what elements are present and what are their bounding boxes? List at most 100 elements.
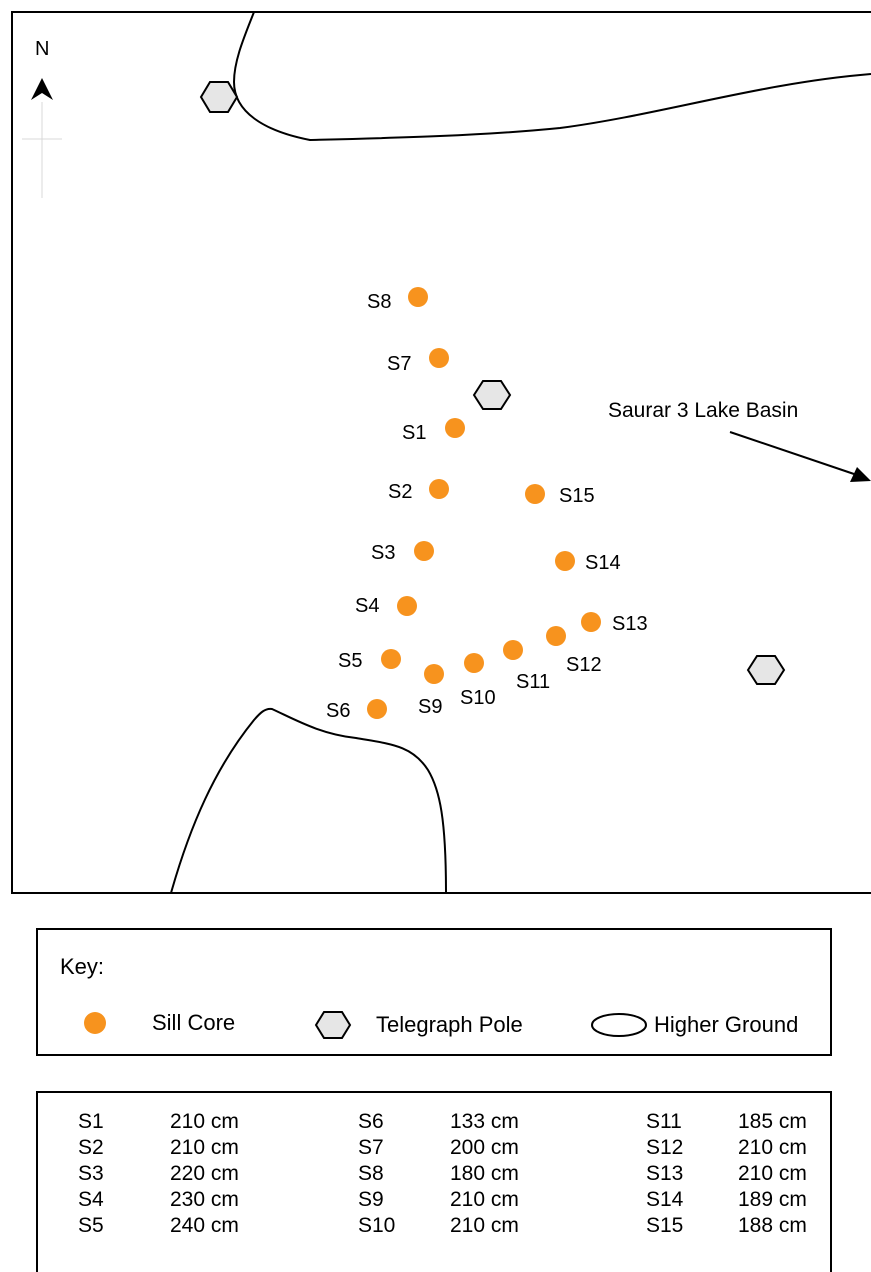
- depth-core-id: S14: [646, 1188, 684, 1211]
- sill-core-label: S8: [367, 291, 391, 313]
- core-depth-table: S1 210 cm S2 210 cm S3 220 cm S4 230 cm S5 24…: [36, 1091, 832, 1272]
- depth-value: 210 cm: [450, 1214, 519, 1237]
- sill-cores: S1 S2 S3 S4 S5 S6 S7 S8 S9 S10 S11 S12 S…: [326, 287, 648, 722]
- sill-core-icon: [84, 1012, 106, 1034]
- depth-core-id: S13: [646, 1162, 684, 1185]
- depth-row: S10 210 cm: [358, 1213, 519, 1239]
- north-arrow-icon: [31, 78, 53, 100]
- basin-label: Saurar 3 Lake Basin: [608, 399, 798, 422]
- site-map: N Saurar 3 Lake Basin S1 S2 S3 S4 S5 S6 …: [11, 11, 871, 894]
- sill-core-marker: [445, 418, 465, 438]
- depth-core-id: S9: [358, 1188, 384, 1211]
- basin-arrow-head-icon: [850, 467, 871, 482]
- depth-value: 210 cm: [738, 1162, 807, 1185]
- sill-core-marker: [424, 664, 444, 684]
- depth-row: S1 210 cm: [78, 1109, 239, 1135]
- depth-core-id: S15: [646, 1214, 684, 1237]
- depth-row: S14 189 cm: [646, 1187, 807, 1213]
- depth-core-id: S6: [358, 1110, 384, 1133]
- north-arrow: N: [22, 38, 62, 198]
- telegraph-pole-icon: [199, 81, 239, 113]
- depth-value: 240 cm: [170, 1214, 239, 1237]
- depth-core-id: S12: [646, 1136, 684, 1159]
- telegraph-pole-icon: [314, 1011, 352, 1039]
- sill-core-label: S13: [612, 613, 648, 635]
- depth-value: 220 cm: [170, 1162, 239, 1185]
- sill-core-label: S4: [355, 595, 379, 617]
- depth-core-id: S1: [78, 1110, 104, 1133]
- key-title: Key:: [60, 954, 105, 979]
- depth-row: S9 210 cm: [358, 1187, 519, 1213]
- sill-core-marker: [503, 640, 523, 660]
- higher-ground-icon: [591, 1013, 647, 1037]
- depth-row: S2 210 cm: [78, 1135, 239, 1161]
- higher-ground-north: [232, 11, 871, 142]
- depth-row: S13 210 cm: [646, 1161, 807, 1187]
- depth-column: S11 185 cm S12 210 cm S13 210 cm S14 189 cm …: [646, 1109, 807, 1239]
- depth-row: S6 133 cm: [358, 1109, 519, 1135]
- sill-core-marker: [546, 626, 566, 646]
- map-key: Key: Sill Core Telegraph Pole Higher Gro…: [36, 928, 832, 1056]
- sill-core-marker: [381, 649, 401, 669]
- depth-row: S11 185 cm: [646, 1109, 807, 1135]
- depth-core-id: S7: [358, 1136, 384, 1159]
- sill-core-label: S3: [371, 542, 395, 564]
- depth-row: S8 180 cm: [358, 1161, 519, 1187]
- map-frame: [11, 11, 871, 894]
- sill-core-label: S12: [566, 654, 602, 676]
- sill-core-label: S15: [559, 485, 595, 507]
- depth-value: 189 cm: [738, 1188, 807, 1211]
- sill-core-marker: [581, 612, 601, 632]
- sill-core-label: S11: [516, 671, 550, 693]
- depth-row: S5 240 cm: [78, 1213, 239, 1239]
- sill-core-label: S5: [338, 650, 362, 672]
- telegraph-pole-icon: [472, 380, 512, 410]
- depth-value: 210 cm: [170, 1136, 239, 1159]
- depth-core-id: S8: [358, 1162, 384, 1185]
- sill-core-label: S7: [387, 353, 411, 375]
- key-item-telegraph-pole: Telegraph Pole: [314, 1010, 523, 1040]
- sill-core-label: S2: [388, 481, 412, 503]
- telegraph-pole-icon: [746, 655, 786, 685]
- higher-ground-south: [170, 707, 447, 894]
- sill-core-marker: [525, 484, 545, 504]
- key-label-sill-core: Sill Core: [152, 1010, 236, 1035]
- depth-value: 200 cm: [450, 1136, 519, 1159]
- sill-core-label: S6: [326, 700, 350, 722]
- sill-core-marker: [429, 479, 449, 499]
- depth-row: S15 188 cm: [646, 1213, 807, 1239]
- depth-core-id: S3: [78, 1162, 104, 1185]
- depth-core-id: S5: [78, 1214, 104, 1237]
- sill-core-marker: [397, 596, 417, 616]
- sill-core-label: S9: [418, 696, 442, 718]
- depth-core-id: S4: [78, 1188, 104, 1211]
- depth-column: S1 210 cm S2 210 cm S3 220 cm S4 230 cm S5 24…: [78, 1109, 239, 1239]
- depth-value: 185 cm: [738, 1110, 807, 1133]
- depth-row: S3 220 cm: [78, 1161, 239, 1187]
- depth-value: 188 cm: [738, 1214, 807, 1237]
- depth-core-id: S10: [358, 1214, 396, 1237]
- depth-column: S6 133 cm S7 200 cm S8 180 cm S9 210 cm S10 2…: [358, 1109, 519, 1239]
- sill-core-marker: [414, 541, 434, 561]
- depth-core-id: S2: [78, 1136, 104, 1159]
- sill-core-label: S10: [460, 687, 496, 709]
- depth-core-id: S11: [646, 1110, 682, 1133]
- basin-arrow: [729, 431, 855, 475]
- key-label-telegraph-pole: Telegraph Pole: [376, 1012, 523, 1037]
- depth-value: 210 cm: [450, 1188, 519, 1211]
- key-item-sill-core: Sill Core: [82, 1010, 235, 1036]
- key-label-higher-ground: Higher Ground: [654, 1012, 799, 1037]
- depth-value: 210 cm: [738, 1136, 807, 1159]
- sill-core-marker: [367, 699, 387, 719]
- sill-core-marker: [555, 551, 575, 571]
- sill-core-marker: [464, 653, 484, 673]
- depth-row: S7 200 cm: [358, 1135, 519, 1161]
- depth-value: 133 cm: [450, 1110, 519, 1133]
- depth-value: 180 cm: [450, 1162, 519, 1185]
- depth-value: 210 cm: [170, 1110, 239, 1133]
- key-item-higher-ground: Higher Ground: [590, 1010, 798, 1040]
- sill-core-label: S14: [585, 552, 621, 574]
- north-label: N: [35, 38, 49, 60]
- sill-core-marker: [408, 287, 428, 307]
- depth-row: S12 210 cm: [646, 1135, 807, 1161]
